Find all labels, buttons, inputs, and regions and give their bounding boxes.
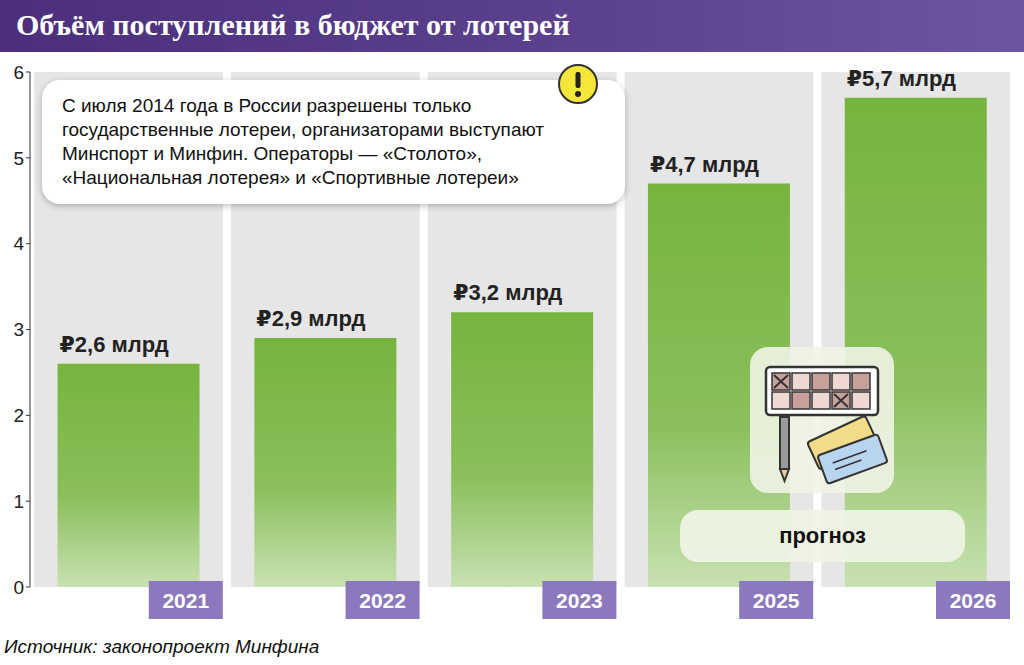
svg-text:2023: 2023 — [556, 589, 603, 612]
svg-text:₽2,6 млрд: ₽2,6 млрд — [60, 332, 169, 357]
html-text:Объём поступлений в бюджет от: Объём поступлений в бюджет от лотерей — [16, 8, 570, 41]
svg-text:1: 1 — [13, 491, 24, 512]
html-text:С июля 2014 года в России разр: С июля 2014 года в России разрешены толь… — [62, 95, 544, 188]
svg-text:4: 4 — [13, 233, 24, 254]
svg-text:0: 0 — [13, 577, 24, 598]
html-text:прогноз: прогноз — [779, 523, 866, 548]
svg-text:5: 5 — [13, 148, 24, 169]
svg-text:2025: 2025 — [753, 589, 800, 612]
svg-text:2: 2 — [13, 405, 24, 426]
svg-text:₽5,7 млрд: ₽5,7 млрд — [847, 66, 956, 91]
svg-text:2021: 2021 — [162, 589, 209, 612]
svg-text:6: 6 — [13, 62, 24, 83]
html-text:Источник: законопроект Минфина: Источник: законопроект Минфина — [4, 636, 320, 657]
svg-text:2026: 2026 — [950, 589, 997, 612]
svg-text:₽4,7 млрд: ₽4,7 млрд — [650, 152, 759, 177]
svg-text:3: 3 — [13, 319, 24, 340]
svg-text:₽2,9 млрд: ₽2,9 млрд — [256, 306, 365, 331]
svg-text:2022: 2022 — [359, 589, 406, 612]
svg-text:₽3,2 млрд: ₽3,2 млрд — [453, 280, 562, 305]
